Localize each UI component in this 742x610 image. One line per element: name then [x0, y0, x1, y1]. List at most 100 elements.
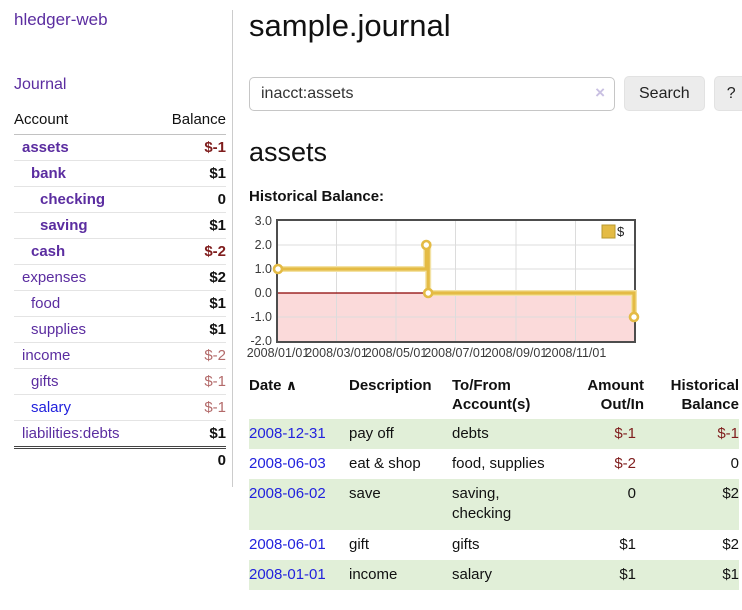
account-heading: assets: [249, 137, 328, 168]
search-help-button[interactable]: ?: [713, 76, 742, 112]
account-name-cell: bank: [14, 160, 155, 187]
sidebar-account-link-checking[interactable]: checking: [40, 191, 106, 208]
svg-text:$: $: [617, 224, 625, 239]
sidebar-account-link-food[interactable]: food: [31, 295, 61, 312]
register-table: Date ∧ Description To/From Account(s) Am…: [249, 375, 739, 591]
register-row: 2008-01-01 income salary $1 $1: [249, 559, 739, 591]
transaction-accounts-cell: gifts: [452, 535, 480, 553]
sidebar-account-link-liabilities-debts[interactable]: liabilities:debts: [22, 425, 120, 442]
amount-column-header: Amount Out/In: [587, 377, 644, 413]
transaction-date-link[interactable]: 2008-06-02: [249, 485, 326, 503]
transaction-balance-cell: $1: [644, 559, 739, 591]
transaction-date-link[interactable]: 2008-06-03: [249, 454, 326, 472]
svg-text:2008/09/01: 2008/09/01: [485, 346, 548, 360]
sidebar-account-row: assets $-1: [14, 134, 226, 161]
transaction-date-cell: 2008-12-31: [249, 418, 349, 449]
search-row: × Search ?: [249, 76, 742, 112]
sidebar: hledger-web Journal Account Balance asse…: [0, 0, 233, 487]
sidebar-account-link-expenses[interactable]: expenses: [22, 269, 87, 286]
account-balance: $1: [154, 420, 226, 448]
sidebar-account-row: liabilities:debts $1: [14, 420, 226, 448]
register-row: 2008-12-31 pay off debts $-1 $-1: [249, 418, 739, 449]
account-name-cell: assets: [14, 134, 155, 161]
transaction-balance-cell: $2: [722, 535, 739, 553]
transaction-balance-cell: $-1: [644, 418, 739, 449]
clear-search-icon[interactable]: ×: [595, 82, 605, 102]
svg-text:3.0: 3.0: [255, 214, 272, 228]
register-rows: 2008-12-31 pay off debts $-1 $-1 2008-06-03 ea…: [249, 418, 739, 591]
account-name-cell: liabilities:debts: [14, 420, 155, 448]
sidebar-account-link-assets[interactable]: assets: [22, 139, 69, 156]
sidebar-account-row: gifts $-1: [14, 368, 226, 395]
sidebar-account-link-supplies[interactable]: supplies: [31, 321, 87, 338]
historical-balance-chart: $3.0 2.0 1.0 0.0 -1.0 -2.02008/01/012008/03/0…: [247, 214, 640, 360]
sidebar-inner: hledger-web Journal Account Balance asse…: [14, 10, 233, 487]
transaction-description-cell: pay off: [349, 418, 452, 449]
balance-column-header: Balance: [154, 108, 226, 135]
sidebar-item-journal[interactable]: Journal: [14, 76, 67, 93]
sidebar-account-row: supplies $1: [14, 316, 226, 343]
transaction-description-cell: income: [349, 559, 452, 591]
account-name-cell: expenses: [14, 264, 155, 291]
transaction-date-link[interactable]: 2008-12-31: [249, 424, 326, 442]
transaction-description-cell: save: [349, 479, 452, 530]
search-button[interactable]: Search: [624, 76, 705, 112]
sidebar-account-link-bank[interactable]: bank: [31, 165, 67, 182]
account-balance: $-2: [154, 238, 226, 265]
description-column-header: Description: [349, 377, 432, 395]
accounts-column-header: To/From Account(s): [452, 377, 531, 413]
balance-column-header-main: Historical Balance: [670, 377, 739, 413]
transaction-date-cell: 2008-06-02: [249, 479, 349, 530]
sidebar-account-link-gifts[interactable]: gifts: [31, 373, 59, 390]
transaction-date-cell: 2008-01-01: [249, 559, 349, 591]
date-column-header[interactable]: Date ∧: [249, 375, 349, 419]
chart-label: Historical Balance:: [249, 188, 385, 206]
account-name-cell: checking: [14, 186, 155, 213]
sidebar-account-row: income $-2: [14, 342, 226, 369]
transaction-amount-cell: $-1: [562, 418, 644, 449]
sidebar-account-row: bank $1: [14, 160, 226, 187]
sidebar-account-row: food $1: [14, 290, 226, 317]
sidebar-account-link-salary[interactable]: salary: [31, 399, 72, 416]
svg-text:2008/05/01: 2008/05/01: [365, 346, 428, 360]
svg-text:2008/11/01: 2008/11/01: [545, 346, 607, 360]
account-name-cell: supplies: [14, 316, 155, 343]
transaction-amount-cell: $1: [562, 559, 644, 591]
account-balance: $1: [154, 316, 226, 343]
account-column-header: Account: [14, 108, 155, 135]
transaction-accounts-cell: debts: [452, 418, 562, 449]
account-balance: $2: [154, 264, 226, 291]
sidebar-account-row: saving $1: [14, 212, 226, 239]
svg-text:2.0: 2.0: [255, 238, 272, 252]
sidebar-account-link-saving[interactable]: saving: [40, 217, 88, 234]
sidebar-account-link-cash[interactable]: cash: [31, 243, 66, 260]
account-balance: $1: [154, 212, 226, 239]
transaction-description-cell: eat & shop: [349, 454, 421, 472]
sidebar-account-row: salary $-1: [14, 394, 226, 421]
register-row: 2008-06-01 gift gifts $1 $2: [249, 530, 739, 560]
transaction-date-link[interactable]: 2008-01-01: [249, 565, 326, 583]
register-row: 2008-06-02 save saving, checking 0 $2: [249, 479, 739, 530]
app-brand-link[interactable]: hledger-web: [14, 10, 108, 29]
search-input-wrapper: ×: [249, 76, 615, 111]
account-name-cell: income: [14, 342, 155, 369]
transaction-date-cell: 2008-06-03: [249, 449, 349, 479]
account-name-cell: cash: [14, 238, 155, 265]
svg-text:-1.0: -1.0: [250, 310, 272, 324]
sort-ascending-icon: ∧: [285, 378, 298, 395]
sidebar-account-rows: assets $-1 bank $1 checking 0 saving $1 cash $-2 e…: [14, 134, 226, 448]
transaction-amount-cell: $-2: [614, 454, 636, 472]
svg-text:2008/03/01: 2008/03/01: [305, 346, 368, 360]
account-balance: $1: [154, 290, 226, 317]
page-title: sample.journal: [249, 8, 451, 43]
register-row: 2008-06-03 eat & shop food, supplies $-2 0: [249, 449, 739, 479]
svg-text:2008/07/01: 2008/07/01: [424, 346, 487, 360]
account-balance: $-1: [154, 394, 226, 421]
sidebar-account-row: checking 0: [14, 186, 226, 213]
search-input[interactable]: [249, 76, 615, 111]
transaction-date-link[interactable]: 2008-06-01: [249, 535, 326, 553]
sidebar-account-row: cash $-2: [14, 238, 226, 265]
sidebar-account-link-income[interactable]: income: [22, 347, 71, 364]
svg-text:1.0: 1.0: [255, 262, 272, 276]
account-balance: $-2: [154, 342, 226, 369]
